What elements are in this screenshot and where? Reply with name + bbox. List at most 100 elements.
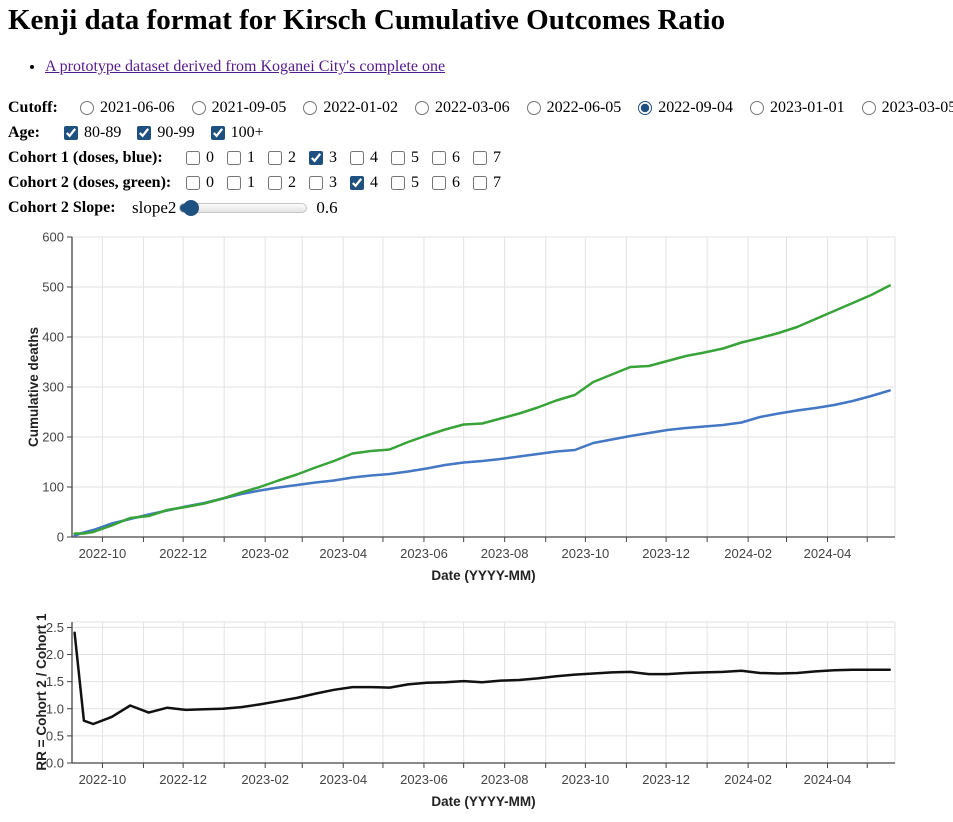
cutoff-option-label: 2022-01-02 <box>323 99 398 116</box>
chart-cumulative-deaths: 0 100 200 300 400 500 600 2022-10 2022-12 2023-02… <box>26 230 896 584</box>
cutoff-option[interactable]: 2023-01-01 <box>749 99 845 117</box>
cutoff-option[interactable]: 2021-09-05 <box>191 99 287 117</box>
cohort2-option[interactable]: 5 <box>391 174 419 192</box>
cohort1-option[interactable]: 0 <box>186 149 214 167</box>
gridlines <box>72 621 896 764</box>
cohort2-option[interactable]: 7 <box>473 174 501 192</box>
cohort2-option-label: 7 <box>493 174 501 191</box>
svg-text:2023-06: 2023-06 <box>400 772 448 787</box>
svg-text:2023-10: 2023-10 <box>562 546 610 561</box>
cohort1-option-label: 7 <box>493 149 501 166</box>
cohort2-checkbox[interactable] <box>186 176 200 190</box>
chart-rr-ratio: 0.0 0.5 1.0 1.5 2.0 2.5 2022-10 2022-12 2023-02 2… <box>34 613 896 809</box>
cohort1-checkbox[interactable] <box>309 151 323 165</box>
cutoff-option[interactable]: 2022-03-06 <box>414 99 510 117</box>
age-option-label: 90-99 <box>157 124 195 141</box>
cohort1-option-label: 4 <box>370 149 378 166</box>
cohort1-checkbox[interactable] <box>391 151 405 165</box>
cohort2-checkbox[interactable] <box>268 176 282 190</box>
cutoff-radio[interactable] <box>191 101 206 115</box>
age-option[interactable]: 100+ <box>210 124 264 142</box>
cohort2-checkbox[interactable] <box>350 176 364 190</box>
cohort2-option[interactable]: 0 <box>186 174 214 192</box>
cutoff-option-label: 2023-01-01 <box>769 99 845 116</box>
cohort2-option[interactable]: 1 <box>227 174 255 192</box>
slope-slider-handle[interactable] <box>183 200 200 216</box>
cohort2-option[interactable]: 2 <box>268 174 296 192</box>
age-checkbox[interactable] <box>64 126 78 140</box>
cohort1-checkbox[interactable] <box>227 151 241 165</box>
svg-text:2.5: 2.5 <box>46 620 64 635</box>
cutoff-option[interactable]: 2022-01-02 <box>303 99 398 117</box>
svg-text:0.0: 0.0 <box>46 756 64 771</box>
cohort1-checkbox[interactable] <box>350 151 364 165</box>
cutoff-option-label: 2022-03-06 <box>434 99 510 116</box>
age-option-label: 80-89 <box>84 124 122 141</box>
svg-text:2023-04: 2023-04 <box>319 772 367 787</box>
cohort2-checkbox[interactable] <box>432 176 446 190</box>
svg-text:2024-02: 2024-02 <box>724 772 772 787</box>
cutoff-option-label: 2021-06-06 <box>100 99 175 116</box>
cohort2-option[interactable]: 3 <box>309 174 337 192</box>
age-checkbox[interactable] <box>210 126 225 140</box>
cutoff-radio[interactable] <box>303 101 318 115</box>
age-option[interactable]: 80-89 <box>64 124 121 142</box>
cohort2-option-label: 3 <box>329 174 337 191</box>
cohort2-option[interactable]: 4 <box>350 174 378 192</box>
cohort1-option[interactable]: 3 <box>309 149 337 167</box>
axes <box>67 622 895 768</box>
cutoff-options: 2021-06-06 2021-09-05 2022-01-02 2022-03-06… <box>80 99 953 117</box>
slider-name-label: slope2 <box>132 198 177 217</box>
cohort2-option-label: 2 <box>288 174 296 191</box>
slope-slider-track[interactable] <box>179 200 308 216</box>
cohort2-checkbox[interactable] <box>473 176 487 190</box>
cohort1-option[interactable]: 4 <box>350 149 378 167</box>
cohort1-option[interactable]: 1 <box>227 149 255 167</box>
cohort1-checkbox[interactable] <box>268 151 282 165</box>
cohort1-checkbox[interactable] <box>186 151 200 165</box>
cutoff-radio[interactable] <box>638 101 653 115</box>
dataset-link[interactable]: A prototype dataset derived from Koganei… <box>45 58 446 75</box>
cohort1-option[interactable]: 6 <box>432 149 460 167</box>
cohort2-option-label: 5 <box>411 174 419 191</box>
cohort1-option[interactable]: 2 <box>268 149 296 167</box>
cohort1-checkbox[interactable] <box>432 151 446 165</box>
svg-text:2024-04: 2024-04 <box>804 546 852 561</box>
cohort1-checkbox[interactable] <box>473 151 487 165</box>
cutoff-radio[interactable] <box>526 101 541 115</box>
cohort1-option[interactable]: 5 <box>391 149 419 167</box>
cohort2-option[interactable]: 6 <box>432 174 460 192</box>
cohort1-option-label: 6 <box>452 149 460 166</box>
svg-text:2023-08: 2023-08 <box>481 546 529 561</box>
cutoff-option-label: 2021-09-05 <box>211 99 287 116</box>
cohort2-checkbox[interactable] <box>391 176 405 190</box>
cutoff-option[interactable]: 2022-06-05 <box>526 99 621 117</box>
axes <box>67 236 895 542</box>
cutoff-option-label: 2022-09-04 <box>658 99 733 116</box>
svg-text:2023-02: 2023-02 <box>241 772 289 787</box>
axis-labels: 0 100 200 300 400 500 600 2022-10 2022-12 2023-02… <box>26 230 851 584</box>
cutoff-option[interactable]: 2023-03-05 <box>861 99 953 117</box>
cohort2-row: Cohort 2 (doses, green): 0 1 2 3 4 5 6 7 <box>8 172 501 194</box>
svg-text:500: 500 <box>42 280 64 295</box>
cohort2-label: Cohort 2 (doses, green): <box>8 174 172 191</box>
cutoff-row: Cutoff: 2021-06-06 2021-09-05 2022-01-02 20… <box>8 97 953 119</box>
svg-text:1.0: 1.0 <box>46 701 64 716</box>
cutoff-radio[interactable] <box>80 101 94 115</box>
cohort2-option-label: 4 <box>370 174 378 191</box>
age-checkbox[interactable] <box>137 126 152 140</box>
cutoff-radio[interactable] <box>414 101 429 115</box>
series-cohort-1-blue <box>73 389 891 537</box>
list-item: A prototype dataset derived from Koganei… <box>45 56 445 77</box>
cohort2-checkbox[interactable] <box>309 176 323 190</box>
cohort1-option[interactable]: 7 <box>473 149 501 167</box>
cutoff-radio[interactable] <box>749 101 764 115</box>
cohort2-checkbox[interactable] <box>227 176 241 190</box>
cohort1-options: 0 1 2 3 4 5 6 7 <box>186 149 501 167</box>
cutoff-radio[interactable] <box>861 101 876 115</box>
age-option[interactable]: 90-99 <box>137 124 195 142</box>
cutoff-option[interactable]: 2022-09-04 <box>638 99 733 117</box>
cutoff-option[interactable]: 2021-06-06 <box>80 99 175 117</box>
svg-text:2023-06: 2023-06 <box>400 546 448 561</box>
age-option-label: 100+ <box>230 124 264 141</box>
